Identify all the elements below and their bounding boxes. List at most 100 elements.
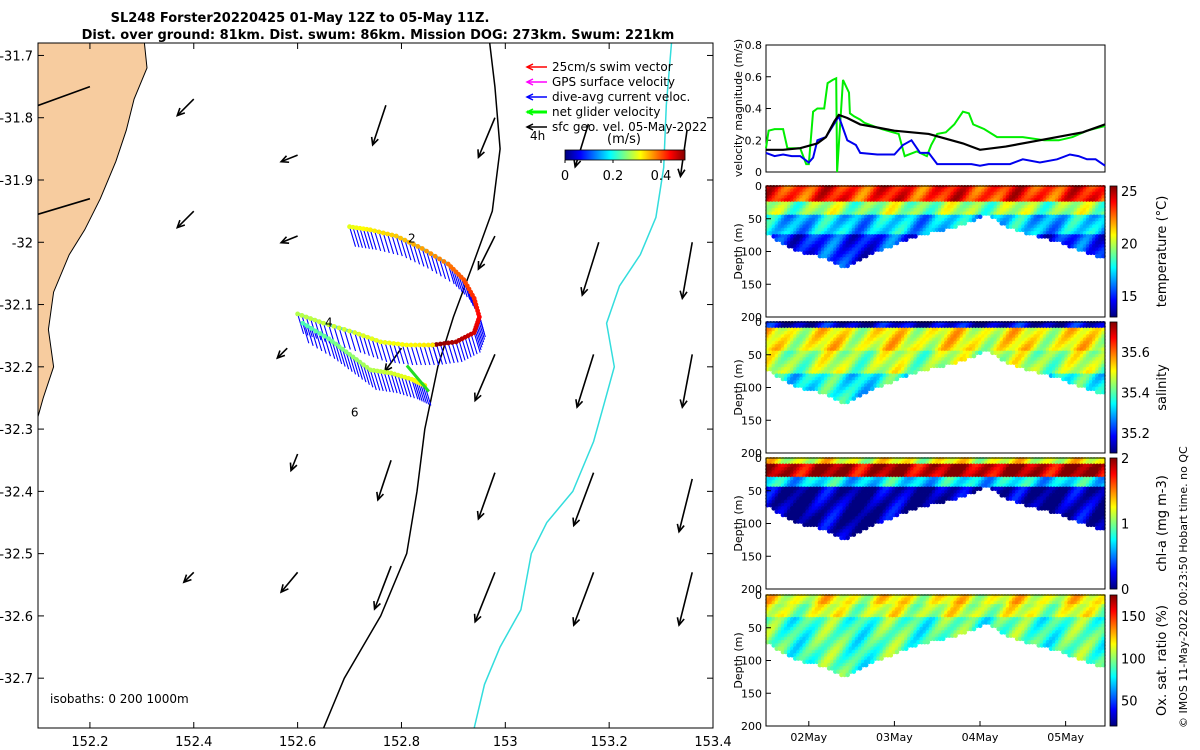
geo-velocity-arrow <box>376 459 392 502</box>
section-sample <box>888 243 894 249</box>
current-vector <box>362 364 370 385</box>
section-y-tick-label: 50 <box>748 349 762 362</box>
map-frame <box>37 42 714 729</box>
current-vector <box>473 332 481 353</box>
current-vector <box>430 253 438 274</box>
current-vector <box>345 351 353 372</box>
track-leg-lower <box>300 320 432 406</box>
map-y-tick-label: -32.7 <box>0 672 33 687</box>
track-point <box>308 316 313 321</box>
current-vector <box>410 344 418 366</box>
colorbar-tick-label: 0.4 <box>651 169 672 184</box>
velocity-y-tick-label: 0.6 <box>745 71 763 84</box>
geo-velocity-arrow <box>476 472 496 521</box>
track-point <box>432 253 438 259</box>
section-sample <box>863 253 869 259</box>
map-x-tick-label: 153.4 <box>694 735 731 750</box>
current-vector <box>439 258 447 280</box>
current-vector <box>349 330 357 352</box>
current-vector <box>419 344 427 366</box>
track-point <box>326 336 332 342</box>
map-y-tick-label: -32.5 <box>0 548 33 563</box>
track-point <box>438 341 443 347</box>
map-axes: 152.2 152.4 152.6 152.8 153 153.2 153.4-31.7-3… <box>0 43 732 750</box>
current-vector <box>355 227 363 248</box>
track-point <box>441 341 447 346</box>
current-vector <box>443 261 451 282</box>
current-vector <box>362 228 370 249</box>
current-vector <box>376 370 384 392</box>
track-day-label: 6 <box>351 406 359 420</box>
geo-velocity-arrow <box>477 117 496 160</box>
map-y-tick-label: -31.7 <box>0 49 33 64</box>
current-vector <box>362 335 370 356</box>
figure-title-line2: Dist. over ground: 81km. Dist. swum: 86k… <box>82 28 675 43</box>
glider-track <box>295 224 486 406</box>
current-vector <box>343 329 351 350</box>
current-vector <box>338 327 346 349</box>
track-point <box>424 248 429 254</box>
geo-velocity-arrow <box>679 354 694 409</box>
current-vector <box>451 342 459 363</box>
track-point <box>453 339 459 345</box>
current-vector <box>367 337 375 358</box>
track-point <box>449 340 455 345</box>
velocity-y-label: velocity magnitude (m/s) <box>732 39 745 177</box>
geo-velocity-arrow <box>175 98 195 117</box>
current-vector <box>458 340 466 361</box>
track-point <box>329 338 335 344</box>
track-point <box>350 354 356 360</box>
figure-title-line1: SL248 Forster20220425 01-May 12Z to 05-M… <box>111 11 490 26</box>
map-x-tick-label: 152.2 <box>71 735 108 750</box>
track-point <box>389 232 395 238</box>
track-point <box>321 320 326 326</box>
section-sample <box>977 214 983 220</box>
current-vector <box>384 342 392 363</box>
current-vector <box>434 256 442 277</box>
current-vector <box>315 330 323 352</box>
velocity-series-line <box>765 76 1106 173</box>
current-vector <box>411 379 419 400</box>
geo-velocity-arrow <box>572 572 595 627</box>
section-y-tick-label: 0 <box>755 180 762 193</box>
track-point <box>303 314 309 320</box>
track-point <box>378 339 384 345</box>
legend-label: net glider velocity <box>552 105 660 119</box>
track-point <box>382 340 388 345</box>
current-vector <box>417 382 425 403</box>
geo-velocity-arrow <box>575 354 595 409</box>
speed-colorbar: 0 0.2 0.4 <box>561 149 686 184</box>
track-point <box>357 359 363 365</box>
current-vector <box>378 231 386 253</box>
current-vector <box>302 323 310 344</box>
section-colorbar-tick: 35.6 <box>1121 346 1150 361</box>
current-vector <box>371 338 379 359</box>
current-vector <box>366 367 374 388</box>
current-vector <box>464 337 472 358</box>
track-point <box>317 331 323 337</box>
geo-velocity-arrow <box>182 571 195 584</box>
current-vector <box>400 376 408 397</box>
current-vector <box>374 230 382 252</box>
map-x-tick-label: 153.2 <box>591 735 628 750</box>
track-point <box>304 323 310 329</box>
section-sample <box>953 224 958 229</box>
track-point <box>347 328 352 334</box>
map-x-tick-label: 152.6 <box>279 735 316 750</box>
track-point <box>437 256 442 262</box>
map-y-tick-label: -31.9 <box>0 174 33 189</box>
section-colorbar-label: salinity <box>1155 364 1170 411</box>
isobath-200m-line <box>322 43 501 728</box>
track-point <box>415 244 421 249</box>
geo-velocity-arrow <box>276 347 288 360</box>
track-point <box>428 251 434 257</box>
current-vector <box>421 248 429 269</box>
legend-label: dive-avg current veloc. <box>552 90 690 104</box>
current-vector <box>380 371 388 392</box>
current-vector <box>397 343 405 365</box>
current-vector <box>338 346 346 367</box>
